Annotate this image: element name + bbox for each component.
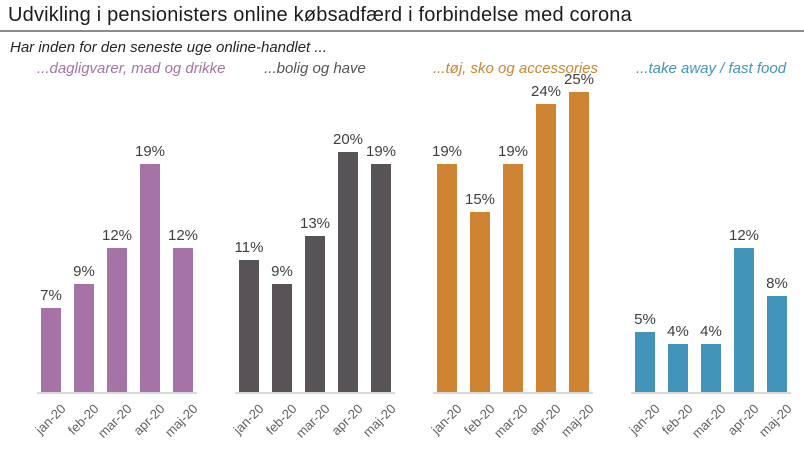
value-label: 19% [431, 143, 463, 160]
bar-jan-20[interactable]: 5% [634, 311, 656, 392]
charts-row: ...dagligvarer, mad og drikke 7% 9% 12% 19%… [32, 59, 804, 449]
value-label: 4% [667, 323, 689, 340]
value-label: 24% [530, 83, 562, 100]
bar-apr-20[interactable]: 20% [333, 131, 363, 392]
value-label: 20% [332, 131, 364, 148]
bar-mar-20[interactable]: 12% [102, 227, 132, 392]
x-axis: jan-20 feb-20 mar-20 apr-20 maj-20 [32, 394, 200, 449]
chart-panel-dagligvarer: ...dagligvarer, mad og drikke 7% 9% 12% 19%… [32, 59, 226, 449]
bar-apr-20[interactable]: 12% [729, 227, 759, 392]
value-label: 25% [563, 71, 595, 88]
x-axis: jan-20 feb-20 mar-20 apr-20 maj-20 [230, 394, 398, 449]
chart-panel-take-away: ...take away / fast food 5% 4% 4% 12% 8% jan… [626, 59, 794, 449]
value-label: 4% [700, 323, 722, 340]
value-label: 12% [101, 227, 133, 244]
plot-area: 11% 9% 13% 20% 19% [235, 94, 396, 394]
bar-maj-20[interactable]: 12% [168, 227, 198, 392]
bar-jan-20[interactable]: 11% [235, 239, 263, 392]
page-title: Udvikling i pensionisters online købsadf… [8, 4, 632, 26]
series-label: ...bolig og have [264, 60, 366, 77]
series-label: ...tøj, sko og accessories [433, 60, 599, 77]
value-label: 13% [299, 215, 331, 232]
plot-area: 7% 9% 12% 19% 12% [37, 94, 198, 394]
value-label: 15% [464, 191, 496, 208]
value-label: 9% [73, 263, 95, 280]
bar-maj-20[interactable]: 19% [366, 143, 396, 392]
bar-maj-20[interactable]: 25% [564, 71, 594, 392]
value-label: 19% [497, 143, 529, 160]
chart-panel-bolig-have: ...bolig og have 11% 9% 13% 20% 19% jan-20 fe… [230, 59, 398, 449]
x-axis: jan-20 feb-20 mar-20 apr-20 maj-20 [626, 394, 794, 449]
bar-apr-20[interactable]: 19% [135, 143, 165, 392]
bar-jan-20[interactable]: 19% [432, 143, 462, 392]
series-label: ...take away / fast food [635, 60, 787, 77]
bar-maj-20[interactable]: 8% [766, 275, 788, 392]
value-label: 12% [167, 227, 199, 244]
title-divider [0, 30, 804, 32]
bar-mar-20[interactable]: 19% [498, 143, 528, 392]
bar-apr-20[interactable]: 24% [531, 83, 561, 392]
value-label: 8% [766, 275, 788, 292]
value-label: 7% [40, 287, 62, 304]
value-label: 19% [134, 143, 166, 160]
value-label: 9% [271, 263, 293, 280]
chart-subtitle: Har inden for den seneste uge online-han… [10, 39, 327, 56]
plot-area: 19% 15% 19% 24% 25% [432, 71, 594, 394]
bar-feb-20[interactable]: 9% [73, 263, 95, 392]
value-label: 19% [365, 143, 397, 160]
value-label: 11% [234, 239, 264, 256]
value-label: 5% [634, 311, 656, 328]
bar-jan-20[interactable]: 7% [40, 287, 62, 392]
bar-mar-20[interactable]: 4% [700, 323, 722, 392]
chart-panel-toj-sko: ...tøj, sko og accessories 19% 15% 19% 24% 2… [428, 59, 599, 449]
bar-feb-20[interactable]: 4% [667, 323, 689, 392]
series-label: ...dagligvarer, mad og drikke [37, 60, 226, 77]
value-label: 12% [728, 227, 760, 244]
plot-area: 5% 4% 4% 12% 8% [631, 94, 791, 394]
x-axis: jan-20 feb-20 mar-20 apr-20 maj-20 [428, 394, 596, 449]
bar-feb-20[interactable]: 9% [271, 263, 293, 392]
bar-feb-20[interactable]: 15% [465, 191, 495, 392]
bar-mar-20[interactable]: 13% [300, 215, 330, 392]
